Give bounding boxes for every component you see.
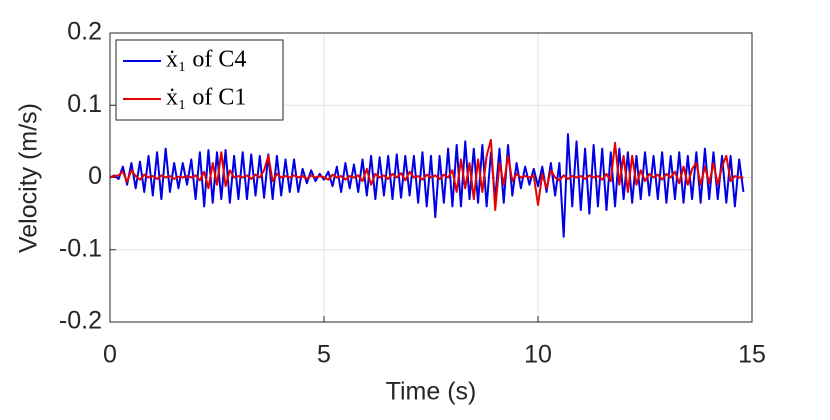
x-tick-label: 10 [524,341,552,369]
y-tick-label: 0.2 [67,18,102,46]
y-tick-label: 0.1 [67,90,102,118]
x-tick-label: 15 [738,341,766,369]
x-tick-label: 5 [317,341,331,369]
legend: ẋ₁ of C4 ẋ₁ of C1 [115,39,284,121]
legend-label: ẋ₁ of C4 [166,47,246,73]
data-line [109,138,744,212]
legend-label: ẋ₁ of C1 [166,85,246,111]
axes-box [109,32,753,323]
y-tick-label: -0.2 [59,307,102,335]
y-tick-label: -0.1 [59,234,102,262]
data-line [109,133,745,238]
x-axis-label: Time (s) [386,378,477,406]
legend-box [115,39,284,121]
y-tick-label: 0 [88,162,102,190]
y-axis-label: Velocity (m/s) [15,103,43,253]
x-tick-label: 0 [103,341,117,369]
